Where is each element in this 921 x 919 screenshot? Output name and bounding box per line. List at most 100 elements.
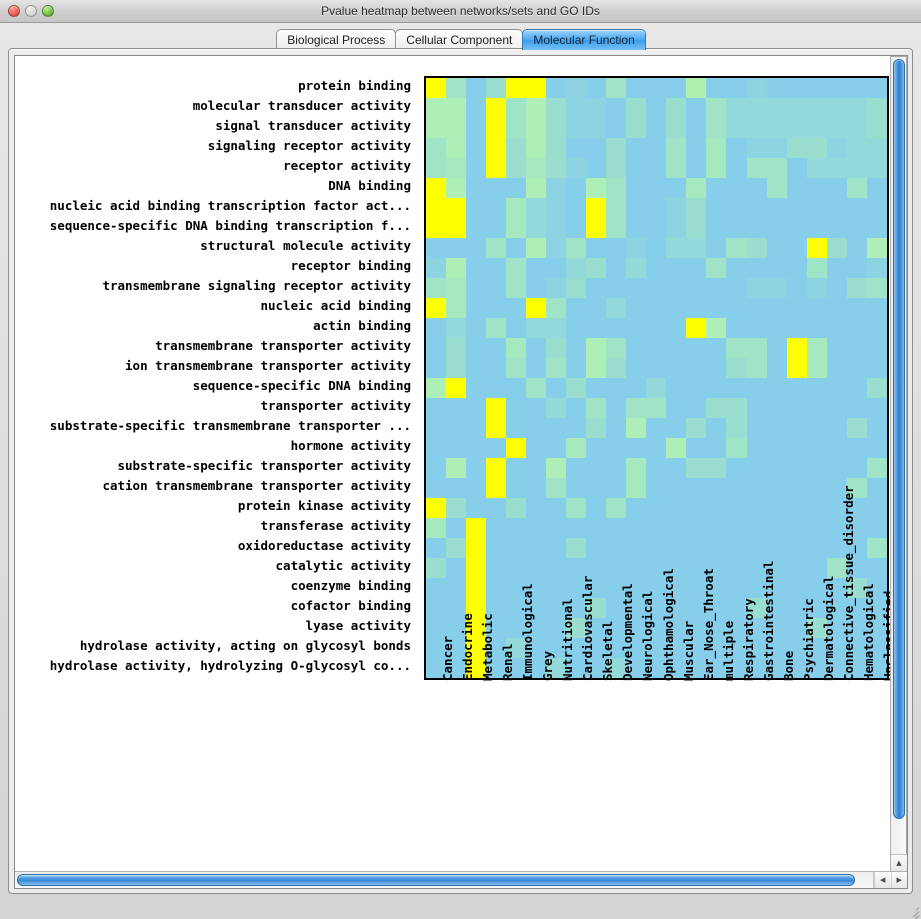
heatmap-cell[interactable] (486, 638, 507, 658)
heatmap-cell[interactable] (786, 218, 807, 238)
heatmap-cell[interactable] (846, 658, 867, 678)
heatmap-cell[interactable] (706, 538, 727, 558)
heatmap-cell[interactable] (866, 398, 887, 418)
heatmap-cell[interactable] (626, 558, 647, 578)
heatmap-cell[interactable] (606, 618, 627, 638)
heatmap-cell[interactable] (486, 118, 507, 138)
heatmap-cell[interactable] (546, 258, 567, 278)
heatmap-cell[interactable] (586, 598, 607, 618)
heatmap-cell[interactable] (726, 438, 747, 458)
heatmap-cell[interactable] (446, 78, 467, 98)
heatmap-cell[interactable] (646, 318, 667, 338)
heatmap-cell[interactable] (626, 358, 647, 378)
heatmap-cell[interactable] (686, 478, 707, 498)
heatmap-cell[interactable] (866, 78, 887, 98)
heatmap-cell[interactable] (806, 218, 827, 238)
heatmap-cell[interactable] (466, 338, 487, 358)
heatmap-cell[interactable] (466, 98, 487, 118)
heatmap-cell[interactable] (806, 418, 827, 438)
heatmap-cell[interactable] (806, 618, 827, 638)
heatmap-cell[interactable] (726, 638, 747, 658)
heatmap-cell[interactable] (646, 158, 667, 178)
heatmap-cell[interactable] (726, 238, 747, 258)
heatmap-cell[interactable] (626, 318, 647, 338)
heatmap-cell[interactable] (786, 78, 807, 98)
heatmap-cell[interactable] (686, 378, 707, 398)
heatmap-cell[interactable] (526, 658, 547, 678)
heatmap-cell[interactable] (846, 398, 867, 418)
heatmap-cell[interactable] (766, 298, 787, 318)
heatmap-cell[interactable] (866, 258, 887, 278)
heatmap-cell[interactable] (506, 118, 527, 138)
heatmap-cell[interactable] (626, 178, 647, 198)
heatmap-cell[interactable] (566, 418, 587, 438)
heatmap-cell[interactable] (606, 298, 627, 318)
heatmap-cell[interactable] (506, 598, 527, 618)
heatmap-cell[interactable] (646, 598, 667, 618)
heatmap-cell[interactable] (686, 498, 707, 518)
heatmap-cell[interactable] (526, 598, 547, 618)
heatmap-cell[interactable] (686, 458, 707, 478)
heatmap-cell[interactable] (806, 158, 827, 178)
heatmap-cell[interactable] (426, 558, 447, 578)
heatmap-cell[interactable] (686, 118, 707, 138)
heatmap-cell[interactable] (786, 598, 807, 618)
heatmap-cell[interactable] (646, 278, 667, 298)
heatmap-cell[interactable] (486, 238, 507, 258)
heatmap-cell[interactable] (666, 378, 687, 398)
heatmap-cell[interactable] (426, 438, 447, 458)
heatmap-cell[interactable] (766, 238, 787, 258)
heatmap-cell[interactable] (806, 658, 827, 678)
heatmap-cell[interactable] (746, 358, 767, 378)
heatmap-cell[interactable] (586, 238, 607, 258)
heatmap-cell[interactable] (646, 478, 667, 498)
heatmap-cell[interactable] (606, 638, 627, 658)
heatmap-cell[interactable] (646, 78, 667, 98)
heatmap-cell[interactable] (726, 78, 747, 98)
heatmap-cell[interactable] (726, 378, 747, 398)
heatmap-cell[interactable] (446, 338, 467, 358)
heatmap-cell[interactable] (846, 358, 867, 378)
heatmap-cell[interactable] (546, 498, 567, 518)
heatmap-cell[interactable] (586, 618, 607, 638)
heatmap-cell[interactable] (626, 138, 647, 158)
heatmap-cell[interactable] (806, 178, 827, 198)
heatmap-cell[interactable] (446, 538, 467, 558)
heatmap-cell[interactable] (586, 298, 607, 318)
heatmap-cell[interactable] (526, 358, 547, 378)
heatmap-cell[interactable] (506, 198, 527, 218)
heatmap-cell[interactable] (766, 258, 787, 278)
heatmap-cell[interactable] (526, 638, 547, 658)
heatmap-cell[interactable] (746, 618, 767, 638)
heatmap-cell[interactable] (846, 298, 867, 318)
heatmap-cell[interactable] (746, 78, 767, 98)
heatmap-cell[interactable] (746, 258, 767, 278)
heatmap-cell[interactable] (786, 538, 807, 558)
heatmap-cell[interactable] (666, 558, 687, 578)
heatmap-cell[interactable] (626, 398, 647, 418)
heatmap-cell[interactable] (506, 238, 527, 258)
heatmap-cell[interactable] (606, 278, 627, 298)
heatmap-cell[interactable] (646, 358, 667, 378)
heatmap-cell[interactable] (446, 498, 467, 518)
heatmap-cell[interactable] (806, 598, 827, 618)
heatmap-cell[interactable] (866, 318, 887, 338)
heatmap-cell[interactable] (846, 218, 867, 238)
heatmap-cell[interactable] (826, 118, 847, 138)
heatmap-cell[interactable] (666, 218, 687, 238)
heatmap-cell[interactable] (686, 238, 707, 258)
heatmap-cell[interactable] (826, 78, 847, 98)
heatmap-cell[interactable] (726, 518, 747, 538)
heatmap-cell[interactable] (486, 658, 507, 678)
heatmap-cell[interactable] (866, 298, 887, 318)
heatmap-cell[interactable] (586, 478, 607, 498)
heatmap-cell[interactable] (666, 238, 687, 258)
heatmap-cell[interactable] (746, 558, 767, 578)
heatmap-cell[interactable] (686, 258, 707, 278)
heatmap-cell[interactable] (806, 338, 827, 358)
heatmap-cell[interactable] (486, 198, 507, 218)
heatmap-cell[interactable] (526, 338, 547, 358)
heatmap-cell[interactable] (446, 138, 467, 158)
heatmap-cell[interactable] (606, 118, 627, 138)
heatmap-cell[interactable] (566, 518, 587, 538)
